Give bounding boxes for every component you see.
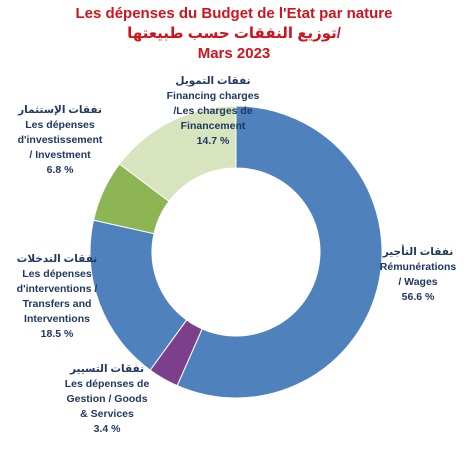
slice-label-line: Interventions: [24, 313, 90, 325]
slice-label-line: / Investment: [29, 149, 91, 161]
label-transfers: نفقات التدخلات Les dépenses d'intervention…: [2, 252, 112, 342]
slice-label-line: نفقات التدخلات: [16, 253, 98, 265]
slice-label-line: Les dépenses: [22, 268, 92, 280]
slice-percent: 14.7 %: [196, 135, 230, 147]
slice-label-line: Rémunérations: [379, 261, 457, 273]
slice-wages: [176, 105, 383, 399]
label-investment: نفقات الإستثمار Les dépenses d'investissem…: [0, 103, 120, 178]
slice-percent: 3.4 %: [93, 423, 121, 435]
slice-label-line: / Wages: [398, 276, 438, 288]
slice-label-line: Les dépenses de: [64, 378, 150, 390]
label-goods-services: نفقات التسيير Les dépenses de Gestion / Go…: [42, 362, 172, 437]
slice-label-line: Transfers and: [22, 298, 92, 310]
slice-label-line: & Services: [80, 408, 134, 420]
slice-label-line: نفقات التمويل: [175, 75, 251, 87]
chart-period: Mars 2023: [197, 45, 271, 62]
slice-label-line: Financing charges: [166, 90, 260, 102]
chart-title-arabic: توزيع النفقات حسب طبيعتها/: [127, 25, 341, 42]
slice-financing: [118, 105, 237, 203]
slice-label-line: d'interventions /: [16, 283, 98, 295]
slice-label-line: Les dépenses: [25, 119, 95, 131]
slice-label-line: Gestion / Goods: [66, 393, 148, 405]
slice-percent: 18.5 %: [40, 328, 74, 340]
slice-label-line: d'investissement: [17, 134, 103, 146]
slice-percent: 56.6 %: [401, 291, 435, 303]
chart-title: Les dépenses du Budget de l'Etat par nat…: [75, 5, 393, 22]
slice-percent: 6.8 %: [46, 164, 74, 176]
label-wages: نفقات التأجير Rémunérations / Wages 56.6 %: [368, 245, 468, 305]
slice-label-line: نفقات الإستثمار: [18, 104, 102, 116]
label-financing: نفقات التمويل Financing charges/Les charg…: [148, 74, 278, 149]
slice-label-line: نفقات التسيير: [69, 363, 145, 375]
slice-label-line: نفقات التأجير: [382, 246, 454, 258]
slice-label-line: Financement: [180, 120, 246, 132]
slice-label-line: /Les charges de: [173, 105, 253, 117]
